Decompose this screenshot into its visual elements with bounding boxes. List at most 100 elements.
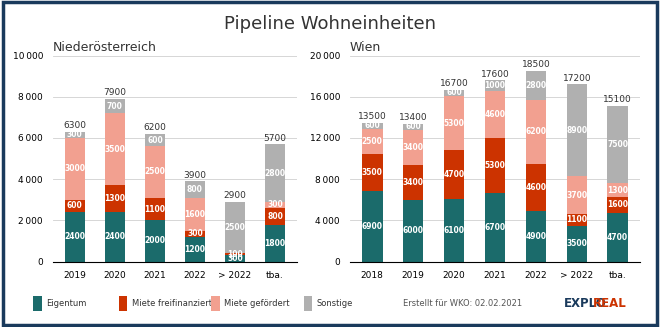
Bar <box>145 134 165 146</box>
Bar <box>65 200 85 212</box>
Bar <box>566 84 587 176</box>
Bar <box>265 144 285 202</box>
Bar <box>403 165 424 200</box>
Text: 3500: 3500 <box>362 168 383 177</box>
Text: 17600: 17600 <box>480 70 510 79</box>
Bar <box>225 255 245 262</box>
Text: 15100: 15100 <box>603 95 632 104</box>
Text: 3900: 3900 <box>183 171 207 180</box>
Bar <box>362 154 383 191</box>
Text: 1100: 1100 <box>566 215 587 224</box>
Bar <box>403 200 424 262</box>
Bar <box>362 123 383 129</box>
Bar <box>105 99 125 113</box>
Text: 1300: 1300 <box>607 185 628 195</box>
Text: 600: 600 <box>446 88 462 97</box>
Bar <box>185 237 205 262</box>
Text: 5300: 5300 <box>444 119 465 128</box>
Bar <box>362 191 383 262</box>
Text: Pipeline Wohneinheiten: Pipeline Wohneinheiten <box>224 15 436 33</box>
Text: 4700: 4700 <box>607 233 628 242</box>
Text: 3500: 3500 <box>104 145 125 154</box>
Text: 3700: 3700 <box>566 191 587 200</box>
Bar <box>403 130 424 165</box>
Text: Sonstige: Sonstige <box>317 299 353 308</box>
Bar <box>566 176 587 214</box>
Bar <box>607 213 628 262</box>
Text: 300: 300 <box>67 130 82 139</box>
Text: 17200: 17200 <box>562 74 591 83</box>
Bar <box>105 185 125 212</box>
Text: EXPLO: EXPLO <box>564 297 607 310</box>
Text: 300: 300 <box>227 254 243 263</box>
Text: 6700: 6700 <box>484 223 506 232</box>
Bar <box>444 150 465 199</box>
Text: 6200: 6200 <box>525 127 546 136</box>
Text: 1100: 1100 <box>145 205 166 214</box>
Text: 1300: 1300 <box>104 194 125 203</box>
Text: 2400: 2400 <box>104 232 125 241</box>
Text: 2000: 2000 <box>145 236 166 246</box>
Text: 100: 100 <box>227 250 243 259</box>
Bar <box>607 106 628 183</box>
Text: 2400: 2400 <box>64 232 85 241</box>
Text: 2800: 2800 <box>265 168 286 178</box>
Bar <box>444 199 465 262</box>
Text: Niederösterreich: Niederösterreich <box>53 42 156 54</box>
Text: 3000: 3000 <box>64 164 85 173</box>
Text: 18500: 18500 <box>521 60 550 69</box>
Text: 600: 600 <box>405 122 421 131</box>
Bar <box>225 202 245 253</box>
Text: 8900: 8900 <box>566 126 587 135</box>
Bar <box>485 193 505 262</box>
Text: 16700: 16700 <box>440 79 469 88</box>
Bar <box>525 211 546 262</box>
Bar <box>105 113 125 185</box>
Text: 4900: 4900 <box>525 232 546 241</box>
Bar <box>265 225 285 262</box>
Bar <box>525 164 546 211</box>
Bar <box>145 198 165 220</box>
Text: 6900: 6900 <box>362 222 383 231</box>
Bar <box>607 183 628 197</box>
Bar <box>444 90 465 96</box>
Text: 3400: 3400 <box>403 143 424 152</box>
Text: 2800: 2800 <box>525 81 546 90</box>
Bar <box>444 96 465 150</box>
Text: 6200: 6200 <box>143 123 166 132</box>
Text: 800: 800 <box>267 212 283 221</box>
Text: 300: 300 <box>267 200 283 210</box>
Text: 300: 300 <box>187 229 203 238</box>
Text: 600: 600 <box>147 136 163 145</box>
Text: REAL: REAL <box>593 297 626 310</box>
Text: 6100: 6100 <box>444 226 465 235</box>
Bar <box>105 212 125 262</box>
Text: 1200: 1200 <box>184 245 205 254</box>
Bar <box>362 129 383 154</box>
Bar <box>265 202 285 208</box>
Text: 1800: 1800 <box>265 239 286 248</box>
Text: 5700: 5700 <box>263 133 286 143</box>
Bar <box>145 220 165 262</box>
Text: 2500: 2500 <box>145 167 165 177</box>
Bar <box>525 71 546 100</box>
Bar <box>185 198 205 231</box>
Text: 13400: 13400 <box>399 113 428 122</box>
Bar <box>485 91 505 138</box>
Text: 6300: 6300 <box>63 121 86 130</box>
Bar <box>607 197 628 213</box>
Text: 600: 600 <box>67 201 82 211</box>
Text: 3500: 3500 <box>566 239 587 248</box>
Text: Erstellt für WKO: 02.02.2021: Erstellt für WKO: 02.02.2021 <box>403 299 521 308</box>
Bar <box>566 214 587 226</box>
Text: 13500: 13500 <box>358 112 387 121</box>
Bar <box>485 138 505 193</box>
Text: 4700: 4700 <box>444 170 465 179</box>
Bar <box>403 124 424 130</box>
Bar <box>225 253 245 255</box>
Text: Eigentum: Eigentum <box>46 299 86 308</box>
Bar <box>65 132 85 138</box>
Bar <box>65 138 85 200</box>
Text: 1600: 1600 <box>184 210 205 219</box>
Text: 1000: 1000 <box>484 81 506 90</box>
